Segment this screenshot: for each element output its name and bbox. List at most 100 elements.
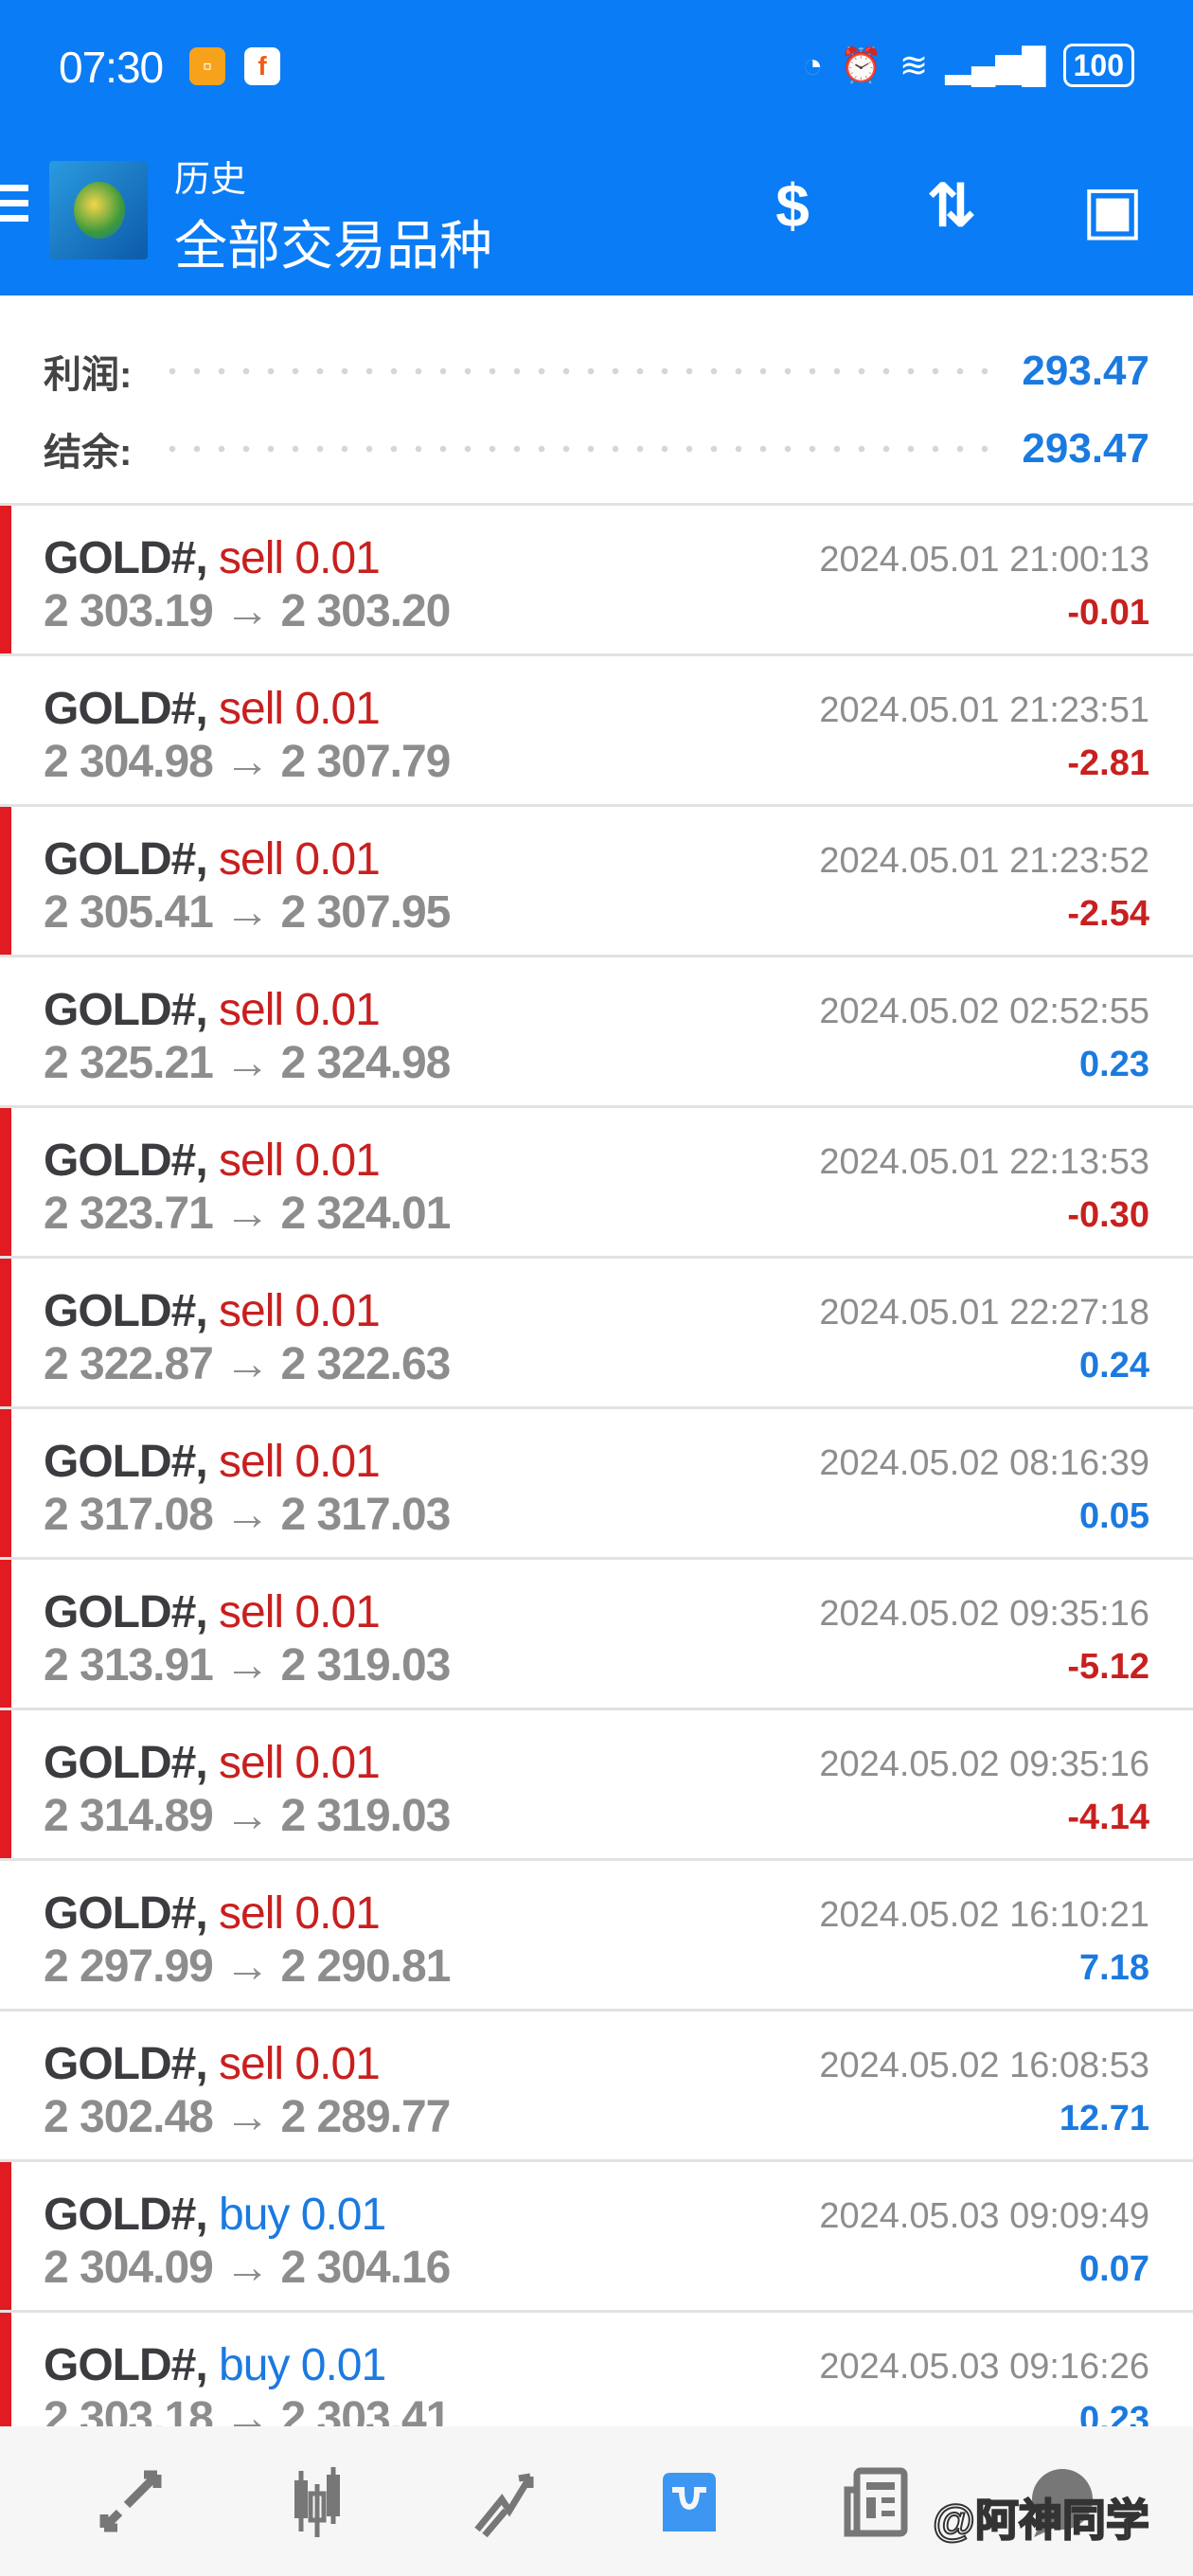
- trade-list: GOLD#, sell 0.01 2 303.19 → 2 303.20 2024.…: [0, 506, 1193, 2463]
- row-marker: [0, 2162, 11, 2310]
- trade-profit: 0.05: [1079, 1496, 1149, 1536]
- currency-exchange-icon[interactable]: $: [775, 171, 810, 240]
- trade-symbol: GOLD#,: [44, 834, 208, 885]
- trade-row[interactable]: GOLD#, buy 0.01 2 304.09 → 2 304.16 2024.0…: [0, 2162, 1193, 2313]
- trade-time: 2024.05.01 21:23:51: [819, 690, 1149, 730]
- trade-volume: 0.01: [294, 1136, 380, 1186]
- trade-profit: 0.24: [1079, 1346, 1149, 1386]
- trade-volume: 0.01: [294, 2039, 380, 2089]
- dotted-leader: [160, 445, 994, 453]
- trade-profit: 0.23: [1079, 1045, 1149, 1084]
- trade-prices: 2 323.71 → 2 324.01: [44, 1189, 451, 1239]
- trade-row[interactable]: GOLD#, sell 0.01 2 322.87 → 2 322.63 2024.…: [0, 1259, 1193, 1409]
- menu-icon[interactable]: [0, 185, 28, 230]
- trade-row[interactable]: GOLD#, sell 0.01 2 304.98 → 2 307.79 2024.…: [0, 656, 1193, 807]
- trade-profit: 7.18: [1079, 1948, 1149, 1988]
- quotes-icon[interactable]: [74, 2459, 187, 2544]
- trade-time: 2024.05.01 22:27:18: [819, 1293, 1149, 1333]
- row-marker: [0, 1710, 11, 1858]
- row-marker: [0, 1560, 11, 1708]
- trade-side: sell: [219, 1587, 284, 1637]
- row-marker: [0, 2313, 11, 2460]
- watermark: @阿神同学: [932, 2495, 1150, 2546]
- trade-symbol: GOLD#,: [44, 1136, 208, 1186]
- trade-volume: 0.01: [294, 1738, 380, 1788]
- trade-side: buy: [219, 2190, 290, 2240]
- trade-profit: -5.12: [1067, 1647, 1149, 1687]
- trade-volume: 0.01: [294, 1286, 380, 1336]
- trade-row[interactable]: GOLD#, sell 0.01 2 314.89 → 2 319.03 2024.…: [0, 1710, 1193, 1861]
- balance-value: 293.47: [1022, 425, 1149, 472]
- trade-prices: 2 304.98 → 2 307.79: [44, 737, 451, 787]
- trade-profit: 12.71: [1059, 2099, 1149, 2138]
- trade-time: 2024.05.02 16:10:21: [819, 1895, 1149, 1935]
- row-marker: [0, 506, 11, 653]
- trade-prices: 2 317.08 → 2 317.03: [44, 1490, 451, 1540]
- trade-volume: 0.01: [300, 2190, 386, 2240]
- trade-row[interactable]: GOLD#, sell 0.01 2 313.91 → 2 319.03 2024.…: [0, 1560, 1193, 1710]
- status-bar: 07:30 ▫ f ◔ ⏰ ≋ ▂▄▆█ 100: [0, 0, 1193, 123]
- history-icon[interactable]: [632, 2459, 746, 2544]
- trade-row[interactable]: GOLD#, sell 0.01 2 317.08 → 2 317.03 2024.…: [0, 1409, 1193, 1560]
- profit-label: 利润:: [44, 354, 133, 396]
- trade-prices: 2 303.19 → 2 303.20: [44, 586, 451, 636]
- trade-prices: 2 305.41 → 2 307.95: [44, 887, 451, 938]
- notification-icon: ▫: [189, 47, 225, 85]
- calendar-user-icon[interactable]: ▣: [1080, 172, 1145, 246]
- trade-time: 2024.05.02 02:52:55: [819, 992, 1149, 1031]
- trade-profit: 0.07: [1079, 2249, 1149, 2289]
- wifi-icon: ≋: [899, 45, 929, 84]
- trade-side: sell: [219, 533, 284, 583]
- chat-icon[interactable]: [1006, 2459, 1119, 2544]
- trade-symbol: GOLD#,: [44, 2340, 208, 2390]
- trade-symbol: GOLD#,: [44, 1587, 208, 1637]
- row-marker: [0, 807, 11, 955]
- trade-row[interactable]: GOLD#, sell 0.01 2 325.21 → 2 324.98 2024.…: [0, 957, 1193, 1108]
- chart-icon[interactable]: [260, 2459, 374, 2544]
- trade-time: 2024.05.01 21:23:52: [819, 841, 1149, 881]
- trade-volume: 0.01: [294, 985, 380, 1035]
- trade-time: 2024.05.02 09:35:16: [819, 1744, 1149, 1784]
- trade-time: 2024.05.03 09:09:49: [819, 2196, 1149, 2236]
- trade-icon[interactable]: [447, 2459, 561, 2544]
- trade-time: 2024.05.02 08:16:39: [819, 1443, 1149, 1483]
- trade-profit: -0.01: [1067, 593, 1149, 633]
- trade-side: sell: [219, 1136, 284, 1186]
- trade-side: sell: [219, 2039, 284, 2089]
- trade-volume: 0.01: [294, 533, 380, 583]
- trade-symbol: GOLD#,: [44, 1286, 208, 1336]
- trade-symbol: GOLD#,: [44, 985, 208, 1035]
- sort-icon[interactable]: ⇅: [926, 171, 977, 240]
- battery-icon: 100: [1062, 44, 1134, 87]
- app-logo: [49, 161, 148, 259]
- trade-profit: -2.54: [1067, 894, 1149, 934]
- news-icon[interactable]: [819, 2459, 933, 2544]
- trade-side: sell: [219, 1437, 284, 1487]
- trade-time: 2024.05.01 22:13:53: [819, 1142, 1149, 1182]
- trade-time: 2024.05.03 09:16:26: [819, 2347, 1149, 2387]
- trade-row[interactable]: GOLD#, sell 0.01 2 303.19 → 2 303.20 2024.…: [0, 506, 1193, 656]
- app-notification-icon: f: [244, 47, 280, 85]
- trade-row[interactable]: GOLD#, sell 0.01 2 323.71 → 2 324.01 2024.…: [0, 1108, 1193, 1259]
- trade-profit: -4.14: [1067, 1798, 1149, 1837]
- trade-volume: 0.01: [294, 684, 380, 734]
- trade-row[interactable]: GOLD#, sell 0.01 2 305.41 → 2 307.95 2024.…: [0, 807, 1193, 957]
- row-marker: [0, 1259, 11, 1406]
- row-marker: [0, 1108, 11, 1256]
- trade-profit: -0.30: [1067, 1195, 1149, 1235]
- trade-prices: 2 322.87 → 2 322.63: [44, 1339, 451, 1389]
- profit-value: 293.47: [1022, 348, 1149, 394]
- alarm-icon: ⏰: [840, 45, 883, 84]
- trade-row[interactable]: GOLD#, sell 0.01 2 302.48 → 2 289.77 2024.…: [0, 2012, 1193, 2162]
- trade-prices: 2 302.48 → 2 289.77: [44, 2092, 451, 2142]
- row-marker: [0, 1409, 11, 1557]
- trade-side: sell: [219, 684, 284, 734]
- trade-row[interactable]: GOLD#, sell 0.01 2 297.99 → 2 290.81 2024.…: [0, 1861, 1193, 2012]
- trade-time: 2024.05.02 16:08:53: [819, 2046, 1149, 2085]
- trade-symbol: GOLD#,: [44, 1437, 208, 1487]
- page-title[interactable]: 全部交易品种: [174, 216, 492, 276]
- trade-prices: 2 304.09 → 2 304.16: [44, 2243, 451, 2293]
- trade-time: 2024.05.02 09:35:16: [819, 1594, 1149, 1634]
- trade-symbol: GOLD#,: [44, 2190, 208, 2240]
- trade-symbol: GOLD#,: [44, 533, 208, 583]
